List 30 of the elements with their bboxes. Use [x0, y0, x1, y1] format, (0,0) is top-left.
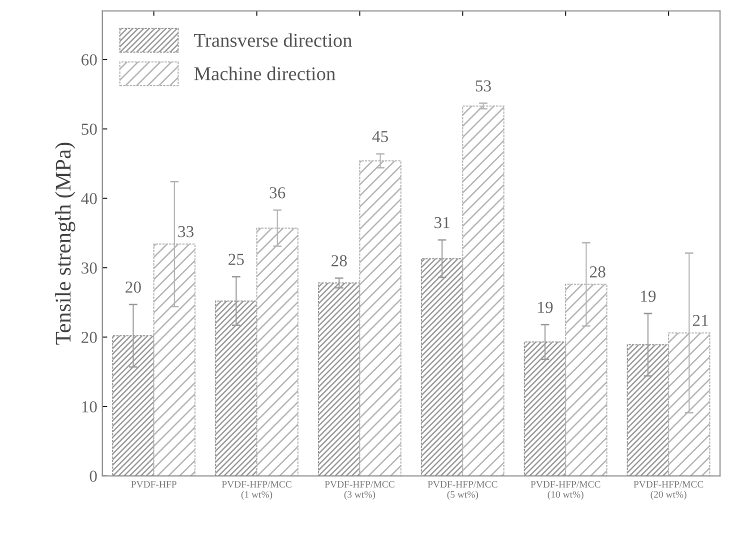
y-tick-label: 40 [81, 193, 97, 204]
data-label: 31 [434, 217, 450, 228]
bar [318, 282, 360, 476]
y-tick-label: 20 [82, 332, 97, 344]
data-label: 33 [178, 226, 194, 238]
y-tick-label: 60 [82, 54, 97, 66]
x-tick-label: PVDF-HFP/MCC (20 wt%) [634, 481, 704, 500]
x-tick-label: PVDF-HFP/MCC (1 wt%) [222, 481, 292, 500]
data-label: 19 [641, 290, 656, 302]
data-label: 25 [228, 254, 244, 266]
data-label: 20 [126, 282, 141, 293]
x-tick-label: PVDF-HFP/MCC (3 wt%) [324, 481, 394, 500]
data-label: 45 [372, 131, 388, 142]
data-label: 53 [476, 80, 491, 92]
legend-label: Transverse direction [194, 33, 352, 47]
y-tick-label: 30 [82, 262, 97, 274]
y-tick-label: 10 [82, 401, 97, 412]
data-label: 21 [692, 314, 708, 326]
y-tick-label: 50 [82, 124, 97, 135]
data-label: 36 [270, 187, 286, 198]
y-tick-label: 0 [90, 470, 97, 482]
x-tick-label: PVDF-HFP [131, 481, 176, 488]
data-label: 19 [538, 302, 553, 313]
data-label: 28 [332, 255, 347, 266]
x-tick-label: PVDF-HFP/MCC (5 wt%) [428, 481, 498, 500]
x-tick-label: PVDF-HFP/MCC (10 wt%) [530, 481, 600, 500]
legend-label: Machine direction [194, 66, 336, 80]
y-axis-title: Tensile strength (MPa) [55, 142, 76, 345]
data-label: 28 [590, 266, 606, 278]
bar [462, 105, 504, 476]
